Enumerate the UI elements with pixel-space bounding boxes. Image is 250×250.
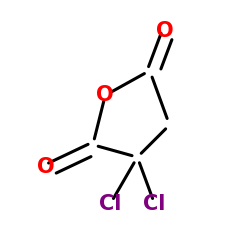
Text: O: O xyxy=(96,85,114,105)
Text: O: O xyxy=(37,157,55,177)
Text: O: O xyxy=(156,21,173,41)
Text: Cl: Cl xyxy=(99,194,121,214)
Text: Cl: Cl xyxy=(144,194,166,214)
